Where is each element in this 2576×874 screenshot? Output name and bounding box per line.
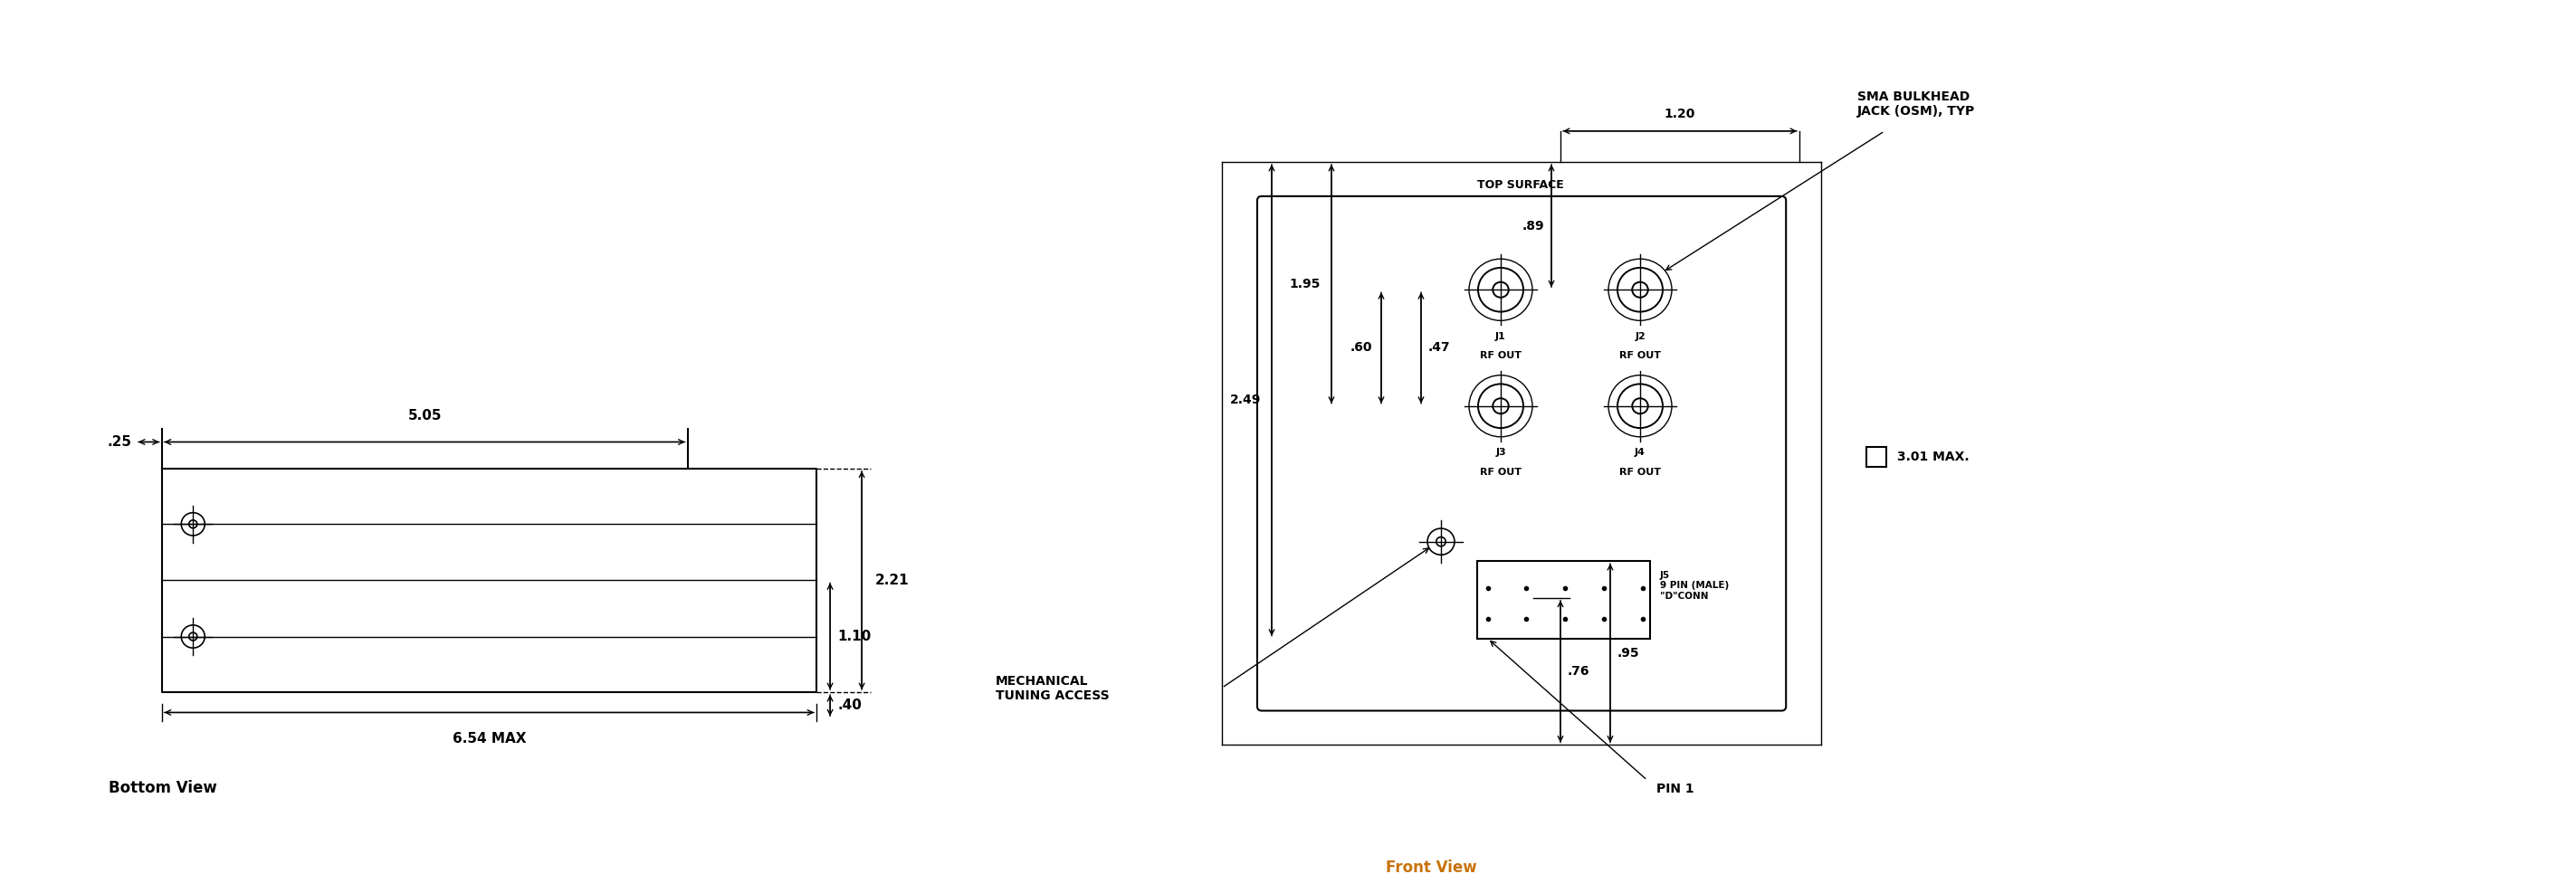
Text: J4: J4 [1636, 448, 1646, 457]
Text: RF OUT: RF OUT [1479, 468, 1522, 476]
Text: .89: .89 [1522, 219, 1543, 232]
Text: SMA BULKHEAD
JACK (OSM), TYP: SMA BULKHEAD JACK (OSM), TYP [1857, 91, 1976, 118]
Text: 1.20: 1.20 [1664, 108, 1695, 121]
Text: 1.10: 1.10 [837, 629, 871, 643]
Bar [1868, 447, 1886, 467]
Text: J5
9 PIN (MALE)
"D"CONN: J5 9 PIN (MALE) "D"CONN [1659, 571, 1728, 600]
Text: .47: .47 [1427, 342, 1450, 354]
Text: 2.49: 2.49 [1229, 394, 1260, 406]
Text: RF OUT: RF OUT [1620, 468, 1662, 476]
Text: RF OUT: RF OUT [1620, 351, 1662, 360]
Text: MECHANICAL
TUNING ACCESS: MECHANICAL TUNING ACCESS [997, 675, 1110, 702]
Text: .40: .40 [837, 698, 860, 712]
Text: 2.21: 2.21 [876, 573, 909, 587]
Text: PIN 1: PIN 1 [1656, 783, 1695, 795]
Text: .60: .60 [1350, 342, 1373, 354]
Text: 5.05: 5.05 [407, 409, 440, 423]
Text: RF OUT: RF OUT [1479, 351, 1522, 360]
Text: 3.01 MAX.: 3.01 MAX. [1899, 451, 1971, 463]
Text: Bottom View: Bottom View [108, 780, 216, 796]
Text: 1.95: 1.95 [1291, 278, 1321, 290]
Text: 6.54 MAX: 6.54 MAX [453, 732, 526, 746]
Text: TOP SURFACE: TOP SURFACE [1476, 179, 1564, 191]
Text: J1: J1 [1497, 332, 1507, 341]
Text: .25: .25 [106, 435, 131, 448]
Text: .95: .95 [1618, 647, 1641, 659]
Text: .76: .76 [1569, 665, 1589, 677]
Text: Front View: Front View [1386, 859, 1476, 874]
Text: J3: J3 [1497, 448, 1507, 457]
Text: J2: J2 [1636, 332, 1646, 341]
